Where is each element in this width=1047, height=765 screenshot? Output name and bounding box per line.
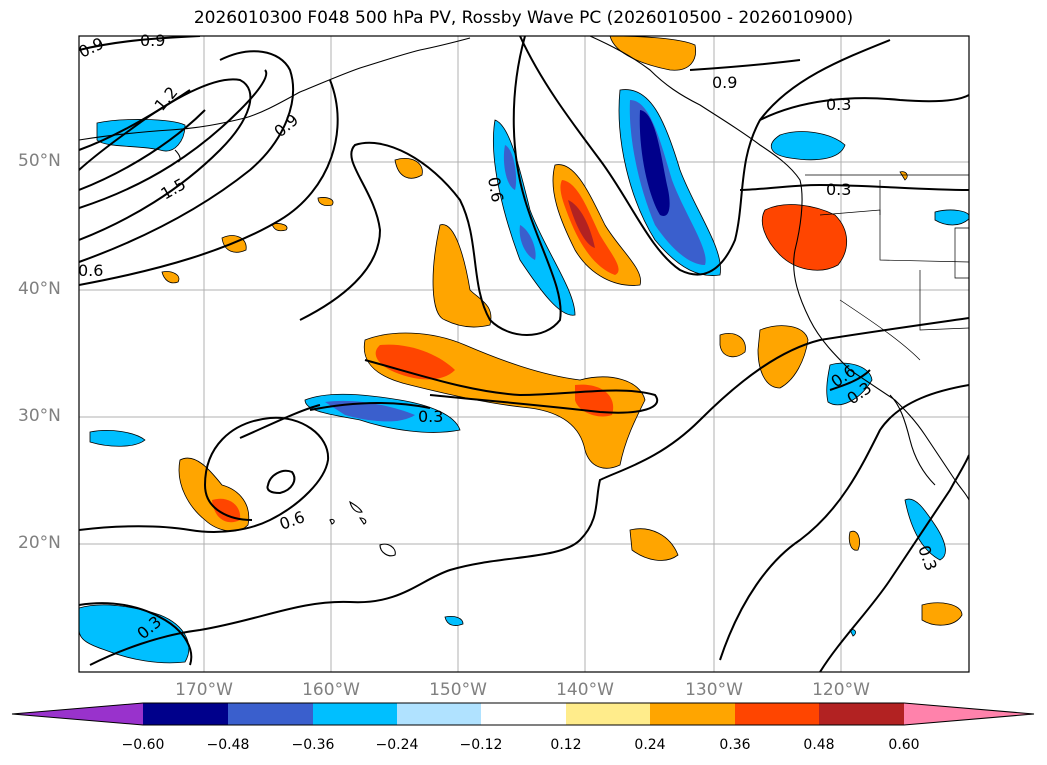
plot-frame: [78, 35, 970, 673]
contour-label: 0.9: [712, 73, 737, 92]
gridlines: [79, 36, 969, 672]
colorbar-outline: [11, 702, 1035, 726]
contour-label: 0.6: [78, 261, 103, 280]
lat-label: 40°N: [18, 279, 61, 299]
colorbar-tick: 0.48: [803, 737, 835, 753]
contour-label: 0.9: [270, 110, 302, 141]
coastlines: [79, 36, 969, 557]
colorbar-tick: −0.48: [206, 737, 250, 753]
borders: [805, 174, 969, 361]
colorbar-tick: −0.24: [375, 737, 419, 753]
lat-label: 20°N: [18, 533, 61, 553]
contour-label: 0.6: [277, 507, 307, 534]
lon-label: 160°W: [302, 680, 360, 700]
colorbar-tick: 0.60: [888, 737, 920, 753]
colorbar-segment: [228, 703, 313, 725]
colorbar-segment: [819, 703, 904, 725]
colorbar-segment: [143, 703, 228, 725]
colorbar-segment: [566, 703, 650, 725]
colorbar: [11, 702, 1035, 726]
colorbar-tick: 0.12: [550, 737, 582, 753]
contour-label: 0.3: [826, 95, 851, 114]
colorbar-tick: 0.24: [634, 737, 666, 753]
colorbar-segment: [481, 703, 566, 725]
lon-label: 130°W: [685, 680, 743, 700]
lon-label: 150°W: [429, 680, 487, 700]
colorbar-tick: −0.36: [291, 737, 335, 753]
colorbar-tick: −0.12: [459, 737, 503, 753]
colorbar-segment: [397, 703, 481, 725]
lat-label: 30°N: [18, 406, 61, 426]
colorbar-segment: [904, 703, 1034, 725]
lon-label: 120°W: [812, 680, 870, 700]
lat-label: 50°N: [18, 151, 61, 171]
contour-label: 0.9: [76, 34, 107, 62]
colorbar-segment: [650, 703, 735, 725]
contour-label-group: 0.9 0.9 1.2 0.9 1.5 0.6 0.6 0.9 0.3 0.3 …: [76, 31, 941, 643]
map-title: 2026010300 F048 500 hPa PV, Rossby Wave …: [193, 8, 854, 28]
lon-label: 140°W: [556, 680, 614, 700]
contour-label: 1.5: [158, 174, 190, 203]
contour-label: 0.3: [418, 407, 443, 426]
contour-label: 0.6: [484, 175, 507, 203]
colorbar-segment: [12, 703, 143, 725]
colorbar-tick: 0.36: [719, 737, 751, 753]
contour-label: 0.3: [826, 180, 851, 199]
positive-anomalies: [161, 36, 963, 626]
colorbar-segment: [735, 703, 819, 725]
colorbar-segment: [313, 703, 397, 725]
plot-area: [79, 36, 969, 672]
lon-label: 170°W: [175, 680, 233, 700]
negative-anomalies: [79, 89, 969, 664]
colorbar-tick: −0.60: [121, 737, 165, 753]
pv-contours: [79, 36, 969, 672]
contour-label: 0.9: [140, 31, 165, 50]
contour-label: 1.2: [151, 83, 182, 115]
